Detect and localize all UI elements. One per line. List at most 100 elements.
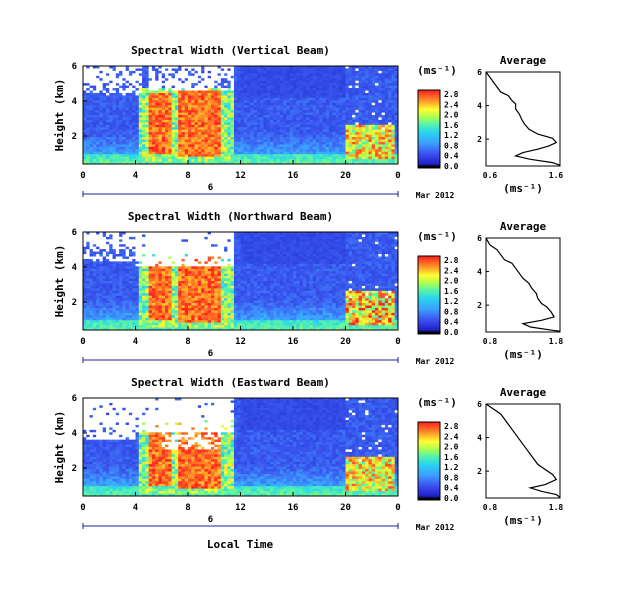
panel-1-colorbar-tick: 0.8	[444, 141, 459, 150]
panel-2-avg-x-label: (ms⁻¹)	[503, 348, 543, 361]
panel-1-colorbar-tick: 0.4	[444, 152, 459, 161]
panel-3-y-tick-label: 6	[72, 394, 77, 404]
panel-2-colorbar-tick: 0.8	[444, 307, 459, 316]
panel-2-avg-x-tick-label: 1.8	[549, 337, 564, 346]
panel-2-avg-title: Average	[500, 220, 547, 233]
panel-3-y-axis-label: Height (km)	[53, 411, 66, 484]
panel-2-x-tick-label: 12	[235, 337, 246, 347]
panel-3-colorbar-tick: 2.8	[444, 422, 459, 431]
panel-2-colorbar-tick: 1.6	[444, 287, 459, 296]
panel-1-colorbar-tick: 0.0	[444, 162, 459, 171]
panel-1-date-suffix: Mar 2012	[416, 191, 455, 200]
panel-1-colorbar-tick: 1.6	[444, 121, 459, 130]
panel-3-x-tick-label: 8	[185, 503, 190, 513]
panel-2-avg-frame	[485, 237, 561, 333]
panel-2-avg-y-tick-label: 4	[477, 268, 482, 277]
panel-3-avg-frame	[485, 403, 561, 499]
panel-3-y-tick-label: 2	[72, 464, 77, 474]
panel-1-colorbar	[417, 89, 441, 169]
panel-1-colorbar-tick: 1.2	[444, 131, 459, 140]
panel-3-colorbar-tick: 0.0	[444, 494, 459, 503]
panel-1: Spectral Width (Vertical Beam) 6 4 2 Height …	[53, 44, 563, 200]
panel-1-colorbar-tick: 2.8	[444, 90, 459, 99]
panel-3-avg-x-tick-label: 0.8	[483, 503, 498, 512]
panel-1-avg-x-label: (ms⁻¹)	[503, 182, 543, 195]
panel-3-date-suffix: Mar 2012	[416, 523, 455, 532]
panel-2-avg-line	[485, 237, 561, 332]
panel-2-x-tick-label: 16	[288, 337, 299, 347]
panel-1-avg-x-tick-label: 0.6	[483, 171, 498, 180]
panel-1-avg-title: Average	[500, 54, 547, 67]
panel-2-colorbar-tick: 2.4	[444, 266, 459, 275]
panel-2-colorbar	[417, 255, 441, 335]
panel-2-avg-x-tick-label: 0.8	[483, 337, 498, 346]
panel-1-colorbar-tick: 2.4	[444, 100, 459, 109]
panel-3-colorbar-tick: 2.0	[444, 443, 459, 452]
panel-2-colorbar-tick: 0.0	[444, 328, 459, 337]
panel-2-x-tick-label: 0	[395, 337, 400, 347]
panel-3-colorbar-tick: 1.2	[444, 463, 459, 472]
panel-1-heatmap-cells	[83, 66, 399, 165]
panel-3-avg-x-label: (ms⁻¹)	[503, 514, 543, 527]
panel-1-x-tick-label: 20	[340, 171, 351, 181]
panel-2-colorbar-tick: 2.8	[444, 256, 459, 265]
panel-3-avg-line	[485, 403, 561, 498]
panel-2-title: Spectral Width (Northward Beam)	[128, 210, 333, 223]
panel-1-y-tick-label: 6	[72, 62, 77, 72]
panel-2-colorbar-tick: 0.4	[444, 318, 459, 327]
panel-3-colorbar-tick: 2.4	[444, 432, 459, 441]
panel-2-x-tick-label: 0	[80, 337, 85, 347]
panel-2-colorbar-unit: (ms⁻¹)	[417, 230, 457, 243]
panel-1-avg-y-tick-label: 4	[477, 102, 482, 111]
panel-2-y-tick-label: 6	[72, 228, 77, 238]
panel-3-avg-y-tick-label: 6	[477, 400, 482, 409]
panel-2-avg-y-tick-label: 6	[477, 234, 482, 243]
panel-1-y-tick-label: 4	[72, 97, 78, 107]
panel-2-colorbar-tick: 1.2	[444, 297, 459, 306]
panel-3-x-tick-label: 0	[395, 503, 400, 513]
panel-2-date-day: 6	[208, 349, 213, 359]
panel-1-y-tick-label: 2	[72, 132, 77, 142]
panel-3-avg-title: Average	[500, 386, 547, 399]
panel-3-heatmap-cells	[83, 398, 399, 497]
panel-2-y-tick-label: 4	[72, 263, 78, 273]
panel-1-colorbar-tick: 2.0	[444, 111, 459, 120]
panel-1-date-day: 6	[208, 183, 213, 193]
panel-1-x-tick-label: 0	[80, 171, 85, 181]
panel-3-colorbar-tick: 1.6	[444, 453, 459, 462]
panel-1-x-tick-label: 16	[288, 171, 299, 181]
panel-3-x-tick-label: 4	[133, 503, 139, 513]
panel-3-colorbar-unit: (ms⁻¹)	[417, 396, 457, 409]
panel-2-heatmap-cells	[83, 232, 399, 331]
panel-1-avg-frame	[485, 71, 561, 167]
panel-3-colorbar	[417, 421, 441, 501]
panel-2-y-axis-label: Height (km)	[53, 245, 66, 318]
panel-1-x-tick-label: 0	[395, 171, 400, 181]
panel-2-y-tick-label: 2	[72, 298, 77, 308]
panel-3-date-day: 6	[208, 515, 213, 525]
panel-1-x-tick-label: 4	[133, 171, 139, 181]
panel-1-avg-y-tick-label: 2	[477, 135, 482, 144]
panel-1-y-axis-label: Height (km)	[53, 79, 66, 152]
panel-1-avg-line	[485, 71, 561, 166]
panel-3-x-tick-label: 0	[80, 503, 85, 513]
panel-1-avg-y-tick-label: 6	[477, 68, 482, 77]
panel-2-x-tick-label: 8	[185, 337, 190, 347]
panel-2-x-tick-label: 20	[340, 337, 351, 347]
shared-x-axis-label: Local Time	[207, 538, 274, 551]
panel-3-title: Spectral Width (Eastward Beam)	[131, 376, 330, 389]
panel-3-x-tick-label: 16	[288, 503, 299, 513]
panel-3-y-tick-label: 4	[72, 429, 78, 439]
panel-3-x-tick-label: 12	[235, 503, 246, 513]
panel-3-colorbar-tick: 0.8	[444, 473, 459, 482]
panel-2-date-suffix: Mar 2012	[416, 357, 455, 366]
panel-2-colorbar-tick: 2.0	[444, 277, 459, 286]
panel-3-avg-y-tick-label: 4	[477, 434, 482, 443]
panel-2: Spectral Width (Northward Beam) 6 4 2 Height…	[53, 210, 563, 366]
panel-3: Spectral Width (Eastward Beam) 6 4 2 Height …	[53, 376, 563, 532]
panel-3-avg-y-tick-label: 2	[477, 467, 482, 476]
panel-1-colorbar-unit: (ms⁻¹)	[417, 64, 457, 77]
panel-2-avg-y-tick-label: 2	[477, 301, 482, 310]
panel-1-x-tick-label: 8	[185, 171, 190, 181]
